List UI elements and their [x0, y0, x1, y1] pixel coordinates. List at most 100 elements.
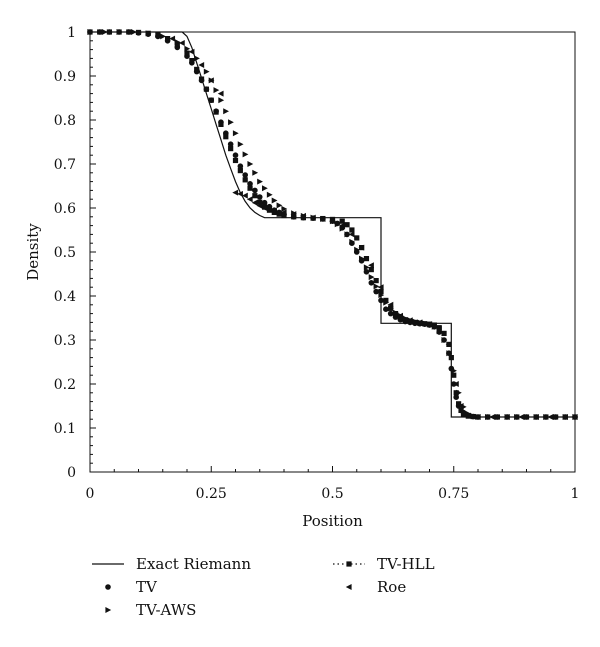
data-point-tv-hll	[431, 322, 437, 328]
axis-ticks	[89, 31, 576, 473]
data-point-tv-aws	[276, 202, 283, 209]
data-point-roe	[406, 317, 413, 324]
data-point-tv-aws	[228, 119, 234, 126]
series-line-exact-riemann	[90, 31, 575, 418]
data-point-tv-aws	[373, 283, 380, 290]
data-point-tv-aws	[344, 231, 351, 238]
data-point-roe	[518, 414, 525, 420]
data-point-tv-aws	[237, 141, 244, 148]
data-point-tv-aws	[223, 108, 229, 115]
data-point-tv-hll	[232, 157, 239, 164]
data-point-tv-aws	[184, 45, 191, 52]
data-point-tv-hll	[106, 29, 112, 35]
data-point-tv-hll	[354, 235, 360, 241]
legend-item-tv-aws: TV-AWS	[105, 601, 196, 619]
data-point-tv-aws	[242, 151, 249, 158]
data-point-tv	[237, 163, 244, 169]
data-point-roe	[489, 414, 496, 420]
data-point-roe	[339, 222, 345, 229]
data-point-tv-aws	[257, 178, 263, 185]
data-point-tv-hll	[329, 216, 336, 223]
data-point-tv-aws	[494, 414, 501, 420]
data-point-roe	[251, 199, 258, 206]
data-point-tv-aws	[456, 389, 462, 396]
data-point-tv-hll	[223, 134, 229, 140]
data-point-tv-aws	[392, 309, 399, 316]
data-point-tv-hll	[257, 199, 263, 205]
data-point-roe	[368, 262, 374, 269]
data-point-tv-aws	[101, 29, 108, 35]
data-point-tv-aws	[87, 29, 94, 35]
data-point-tv	[247, 181, 253, 187]
data-point-roe	[329, 218, 336, 225]
data-point-roe	[445, 341, 452, 348]
data-point-tv-aws	[485, 414, 491, 420]
data-point-tv-aws	[543, 414, 550, 420]
legend-swatch	[345, 584, 352, 590]
data-point-tv-hll	[174, 41, 180, 47]
data-point-roe	[358, 244, 365, 251]
data-point-tv-hll	[237, 168, 243, 174]
legend-item-tv-hll: TV-HLL	[333, 555, 435, 573]
y-tick-label: 0.6	[54, 201, 76, 217]
data-point-roe	[533, 414, 539, 420]
data-point-tv-hll	[126, 29, 132, 35]
data-point-roe	[571, 414, 578, 420]
data-point-tv-hll	[97, 29, 103, 35]
x-axis-title: Position	[302, 512, 363, 530]
data-point-roe	[261, 205, 268, 211]
data-point-roe	[198, 62, 205, 68]
data-point-roe	[188, 48, 195, 55]
data-point-roe	[178, 40, 185, 46]
series-roe	[169, 35, 578, 420]
data-point-tv-hll	[242, 177, 248, 183]
data-point-tv	[242, 172, 248, 178]
data-point-tv	[227, 141, 234, 147]
data-point-tv-hll	[218, 121, 224, 127]
data-point-roe	[232, 189, 239, 196]
series-layer	[87, 29, 579, 420]
y-tick-label: 0	[67, 465, 76, 481]
series-tv-hll	[87, 29, 578, 420]
data-point-tv-hll	[247, 185, 253, 191]
legend-label: TV-HLL	[377, 555, 435, 573]
data-point-roe	[474, 414, 481, 420]
data-point-tv-aws	[354, 246, 360, 253]
x-tick-label: 0.5	[321, 486, 343, 502]
data-point-roe	[426, 321, 433, 328]
data-point-tv	[453, 394, 459, 401]
data-point-roe	[237, 190, 243, 197]
data-point-tv-hll	[339, 218, 345, 224]
data-point-tv-aws	[174, 39, 181, 46]
data-point-tv-hll	[276, 211, 282, 217]
legend-label: TV-AWS	[136, 601, 196, 619]
data-point-roe	[319, 216, 326, 222]
data-point-tv-aws	[218, 97, 225, 104]
legend-label: Exact Riemann	[136, 555, 251, 573]
data-point-tv-aws	[266, 191, 273, 198]
data-point-tv-hll	[460, 411, 467, 417]
data-point-tv-hll	[252, 193, 258, 199]
data-point-tv-aws	[431, 323, 438, 330]
data-point-roe	[457, 403, 464, 409]
data-point-roe	[452, 381, 459, 387]
legend-label: Roe	[377, 578, 406, 596]
data-point-tv-aws	[412, 318, 419, 325]
data-point-roe	[436, 326, 442, 332]
data-point-tv-hll	[368, 267, 374, 273]
legend-swatch	[105, 607, 112, 613]
data-point-tv-hll	[383, 297, 389, 303]
tick-labels: 0 0.1 0.2 0.3 0.4 0.5 0.6 0.7 0.8 0.9 1 0 0.25 0.5 0.7…	[54, 25, 580, 502]
data-point-roe	[348, 231, 355, 238]
data-point-tv-hll	[363, 256, 370, 262]
data-point-roe	[208, 77, 214, 84]
data-point-tv-aws	[368, 274, 375, 281]
plot-area	[87, 29, 579, 473]
data-point-tv-aws	[145, 30, 152, 37]
data-point-tv-aws	[339, 225, 346, 232]
data-point-roe	[242, 192, 248, 199]
data-point-tv-aws	[131, 29, 137, 35]
data-point-tv	[368, 280, 375, 286]
data-point-tv-hll	[451, 372, 457, 378]
data-point-tv	[252, 187, 258, 194]
